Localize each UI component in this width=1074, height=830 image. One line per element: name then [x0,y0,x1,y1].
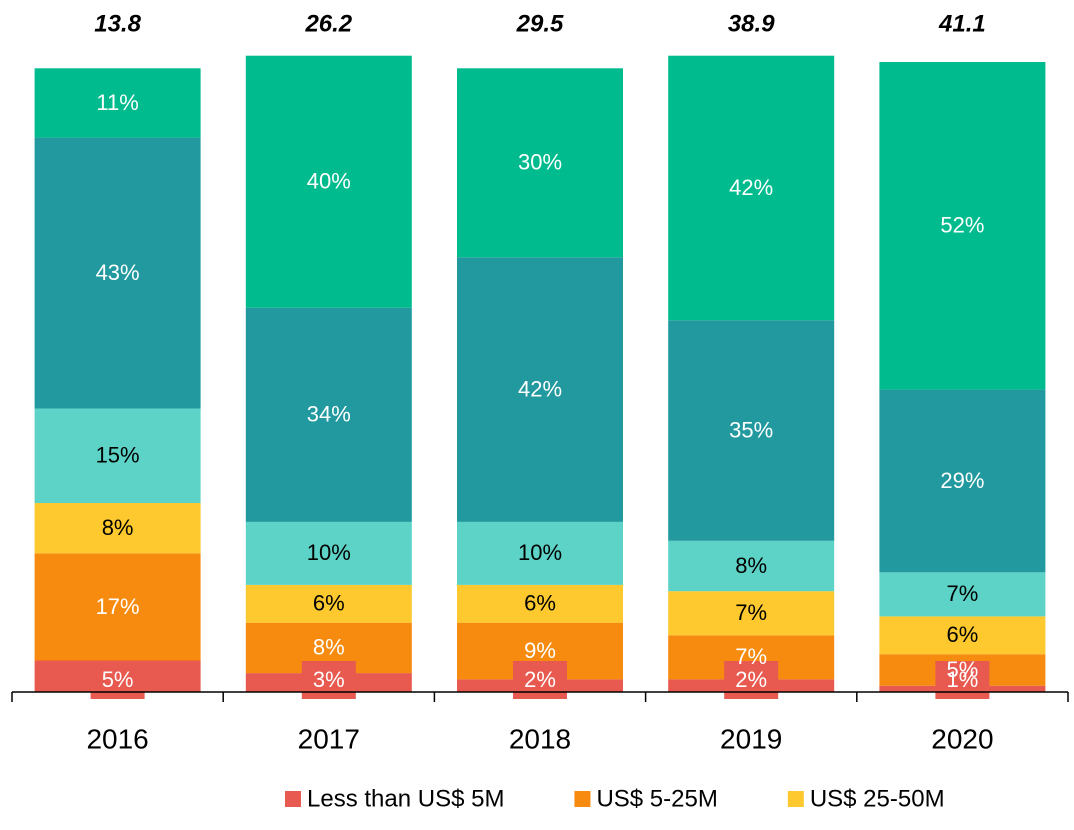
data-label: 40% [307,169,351,194]
data-label: 8% [313,635,345,660]
bar-segment [457,257,623,522]
data-label: 7% [735,600,767,625]
bar-segment [879,616,1046,655]
x-tick-label: 2020 [931,723,993,754]
data-label: 2% [735,667,767,692]
bar-segment [668,55,835,321]
bar-segment [34,408,201,503]
total-label: 29.5 [516,10,564,37]
bar-segment [879,389,1046,573]
data-label: 52% [940,213,984,238]
bar-segment [668,320,835,541]
bar-segment [34,137,201,409]
bar-segment [668,540,835,592]
data-label: 9% [524,638,556,663]
legend-label: US$ 5-25M [596,785,717,812]
data-label: 10% [518,540,562,565]
total-label: 38.9 [728,10,775,37]
bar-segment [34,503,201,554]
legend-swatch [574,791,591,807]
total-label: 13.8 [94,10,141,37]
x-tick-label: 2016 [86,723,148,754]
legend-swatch [285,791,301,807]
bar-segment [245,55,412,308]
x-tick-label: 2019 [720,723,782,754]
data-label: 29% [940,468,984,493]
bar-segment [34,68,201,138]
data-label: 35% [729,417,773,442]
total-label: 41.1 [938,10,986,37]
data-label: 11% [96,90,138,115]
bar-segment [457,68,623,258]
data-label: 42% [729,175,773,200]
bar-segment [245,307,412,522]
data-label: 2% [524,667,556,692]
data-label: 6% [947,622,979,647]
data-label: 5% [947,657,979,682]
legend-label: Less than US$ 5M [307,785,504,812]
data-label: 7% [735,644,767,669]
bar-segment [34,553,201,661]
data-label: 10% [307,540,351,565]
data-label: 15% [96,443,140,468]
legend-label: US$ 25-50M [810,785,945,812]
bar-segment [879,572,1046,617]
bar-segment [245,521,412,585]
data-label: 6% [524,591,556,616]
total-label: 26.2 [304,10,352,37]
legend-swatch [787,791,804,807]
data-label: 17% [96,594,140,619]
data-label: 7% [947,581,979,606]
data-label: 34% [307,402,351,427]
data-label: 8% [735,553,767,578]
data-label: 1% [947,667,979,692]
bar-segment [879,62,1046,390]
bar-segment [245,584,412,623]
data-label: 5% [102,667,134,692]
data-label: 8% [102,515,134,540]
bar-segment [668,591,835,636]
data-label: 43% [96,260,140,285]
data-label: 42% [518,376,562,401]
data-label: 3% [313,667,345,692]
x-tick-label: 2017 [298,723,360,754]
data-label: 30% [518,150,562,175]
x-tick-label: 2018 [509,723,571,754]
bar-segment [457,521,623,585]
bar-segment [457,584,623,623]
data-label: 6% [313,591,345,616]
